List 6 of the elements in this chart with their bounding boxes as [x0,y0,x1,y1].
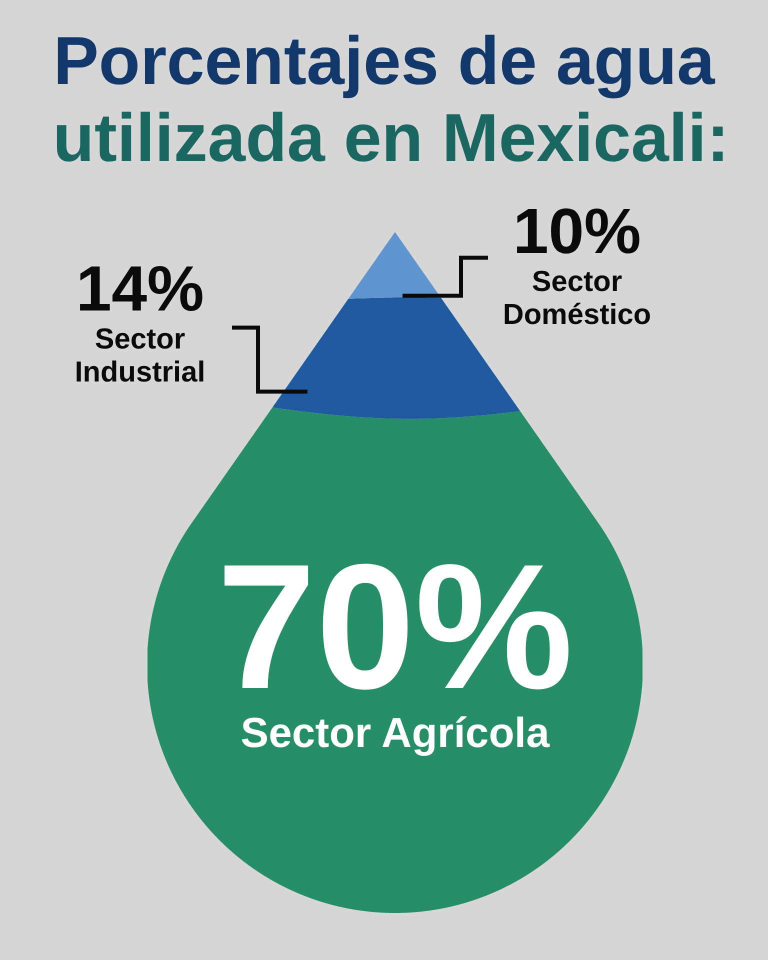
text: Porcentajes de agua [53,23,716,99]
category-label: Sector Industrial [74,324,206,389]
category-label: Sector Doméstico [502,266,652,331]
data-label: 10% [512,194,642,267]
data-label: 14% [76,252,204,325]
text: utilizada en Mexicali: [52,100,730,176]
